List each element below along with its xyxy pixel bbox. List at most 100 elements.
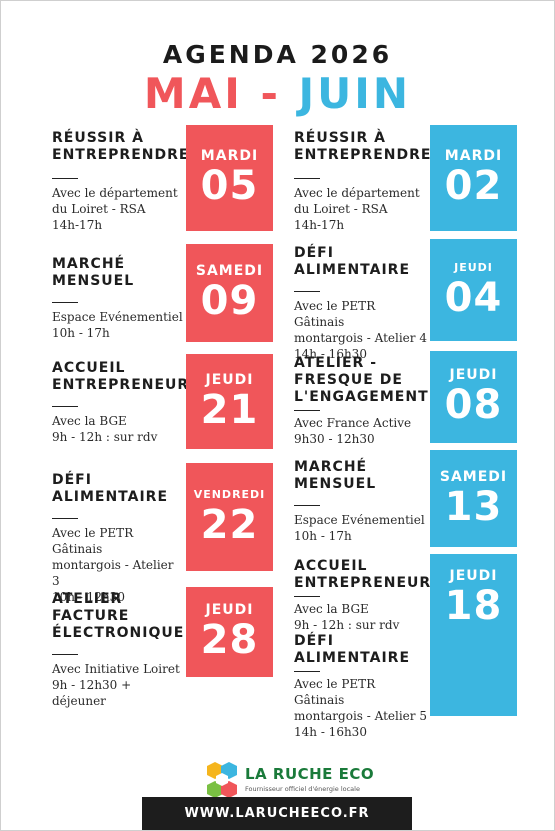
event-line: Avec le PETR Gâtinais [294,299,376,329]
event-line: montargois - Atelier 3 [52,558,174,588]
event-title: MARCHÉ MENSUEL [294,459,377,492]
hexagon-logo-icon [207,762,237,798]
month-may: MAI [143,69,243,118]
month-separator: - [260,69,281,118]
event-line: 14h-17h [294,218,345,232]
date-number: 09 [200,278,259,324]
date-number: 28 [200,617,259,663]
date-box-june-08: JEUDI 08 [430,351,517,443]
divider [294,596,320,597]
date-number: 13 [444,483,503,530]
divider [52,654,78,655]
event-line: 14h - 16h30 [294,347,367,361]
divider [294,178,320,179]
date-number: 04 [444,275,503,321]
event-line: 14h-17h [52,218,103,232]
weekday: JEUDI [454,261,493,274]
event-title: DÉFI ALIMENTAIRE [294,245,411,278]
event-line: Avec le PETR Gâtinais [294,677,376,707]
la-ruche-eco-logo: LA RUCHE ECO Fournisseur officiel d'éner… [205,760,374,800]
weekday: SAMEDI [439,468,508,485]
date-box-june-18: JEUDI 18 [430,554,517,716]
event-line: 10h - 17h [294,529,352,543]
event-june-1: RÉUSSIR À ENTREPRENDRE Avec le départeme… [294,130,432,233]
event-line: Avec la BGE [294,602,369,616]
event-title: ATELIER FACTURE ÉLECTRONIQUE [52,591,185,641]
event-line: du Loiret - RSA [294,202,388,216]
event-may-3: ACCUEIL ENTREPRENEURS Avec la BGE 9h - 1… [52,360,201,445]
divider [52,178,78,179]
logo-tagline: Fournisseur officiel d'énergie locale [245,785,360,793]
date-box-may-09: SAMEDI 09 [186,244,273,342]
event-line: Avec Initiative Loiret [52,662,180,676]
event-title: MARCHÉ MENSUEL [52,256,135,289]
event-line: 14h - 16h30 [294,725,367,739]
event-line: Avec France Active [294,416,412,430]
event-title: ACCUEIL ENTREPRENEURS [294,558,443,591]
date-number: 21 [200,386,259,433]
divider [52,518,78,519]
event-line: Espace Evénementiel [294,513,425,527]
weekday: JEUDI [205,602,254,618]
event-title: RÉUSSIR À ENTREPRENDRE [52,130,190,163]
date-number: 05 [200,163,259,209]
event-line: Avec le département [294,186,420,200]
divider [52,302,78,303]
event-title: RÉUSSIR À ENTREPRENDRE [294,130,432,163]
event-june-5: ACCUEIL ENTREPRENEURS Avec la BGE 9h - 1… [294,558,443,633]
event-line: 9h - 12h : sur rdv [294,618,400,632]
weekday: JEUDI [449,367,498,383]
event-title: DÉFI ALIMENTAIRE [52,472,169,505]
divider [294,410,320,411]
event-line: Avec la BGE [52,414,127,428]
weekday: MARDI [444,148,503,164]
date-box-may-28: JEUDI 28 [186,587,273,677]
date-number: 08 [444,382,503,428]
date-box-june-02: MARDI 02 [430,125,517,231]
event-line: Espace Evénementiel [52,310,183,324]
weekday: JEUDI [449,568,498,584]
event-line: 10h - 12h30 [52,590,125,604]
event-line: montargois - Atelier 5 [294,709,427,723]
date-number: 22 [200,502,259,548]
event-title: ATELIER - FRESQUE DE L'ENGAGEMENT [294,355,429,405]
logo-name: LA RUCHE ECO [245,765,375,783]
event-june-6: DÉFI ALIMENTAIRE Avec le PETR Gâtinais m… [294,633,428,740]
event-line: Avec le PETR Gâtinais [52,526,134,556]
weekday: MARDI [200,148,259,164]
event-title: ACCUEIL ENTREPRENEURS [52,360,201,393]
weekday: SAMEDI [195,263,264,279]
page-title: AGENDA 2026 [162,40,393,69]
divider [294,505,320,506]
event-line: du Loiret - RSA [52,202,146,216]
date-number: 18 [444,583,503,629]
month-june: JUIN [298,69,412,118]
date-number: 02 [444,163,503,209]
event-line: 9h - 12h30 + déjeuner [52,678,132,708]
date-box-may-22: VENDREDI 22 [186,463,273,571]
event-june-4: MARCHÉ MENSUEL Espace Evénementiel 10h -… [294,459,428,544]
weekday: VENDREDI [193,488,266,501]
event-line: 9h30 - 12h30 [294,432,375,446]
event-line: 10h - 17h [52,326,110,340]
date-box-may-05: MARDI 05 [186,125,273,231]
divider [52,406,78,407]
event-title: DÉFI ALIMENTAIRE [294,633,411,666]
event-june-3: ATELIER - FRESQUE DE L'ENGAGEMENT Avec F… [294,355,428,447]
date-box-june-04: JEUDI 04 [430,239,517,341]
date-box-june-13: SAMEDI 13 [430,450,517,547]
months-heading: MAI - JUIN [0,69,555,119]
event-line: 9h - 12h : sur rdv [52,430,158,444]
event-line: Avec le département [52,186,178,200]
divider [294,291,320,292]
date-box-may-21: JEUDI 21 [186,354,273,449]
event-may-1: RÉUSSIR À ENTREPRENDRE Avec le départeme… [52,130,190,233]
weekday: JEUDI [205,371,254,388]
event-may-5: ATELIER FACTURE ÉLECTRONIQUE Avec Initia… [52,591,188,709]
divider [294,671,320,672]
event-may-2: MARCHÉ MENSUEL Espace Evénementiel 10h -… [52,256,184,341]
event-line: montargois - Atelier 4 [294,331,427,345]
event-may-4: DÉFI ALIMENTAIRE Avec le PETR Gâtinais m… [52,472,184,605]
website-link[interactable]: WWW.LARUCHEECO.FR [142,797,412,830]
event-june-2: DÉFI ALIMENTAIRE Avec le PETR Gâtinais m… [294,245,428,362]
